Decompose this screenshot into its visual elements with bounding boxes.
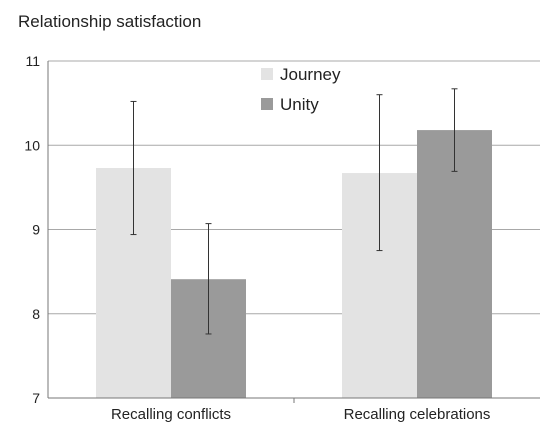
y-tick-7: 7 bbox=[32, 390, 40, 406]
legend-swatch-journey bbox=[261, 68, 273, 80]
legend: Journey Unity bbox=[261, 65, 341, 114]
legend-swatch-unity bbox=[261, 98, 273, 110]
y-tick-8: 8 bbox=[32, 306, 40, 322]
error-bars bbox=[130, 88, 458, 335]
x-category-0: Recalling conflicts bbox=[111, 406, 231, 423]
bar-unity-1 bbox=[417, 130, 492, 398]
legend-label-unity: Unity bbox=[280, 95, 319, 114]
bars bbox=[96, 130, 492, 398]
x-category-labels: Recalling conflicts Recalling celebration… bbox=[111, 406, 490, 423]
y-tick-10: 10 bbox=[24, 137, 40, 153]
y-tick-11: 11 bbox=[25, 53, 40, 69]
axes bbox=[47, 61, 540, 403]
y-tick-labels: 7 8 9 10 11 bbox=[24, 53, 40, 406]
legend-label-journey: Journey bbox=[280, 65, 341, 84]
x-category-1: Recalling celebrations bbox=[344, 406, 491, 423]
y-axis-title: Relationship satisfaction bbox=[18, 12, 201, 31]
y-tick-9: 9 bbox=[32, 222, 40, 238]
